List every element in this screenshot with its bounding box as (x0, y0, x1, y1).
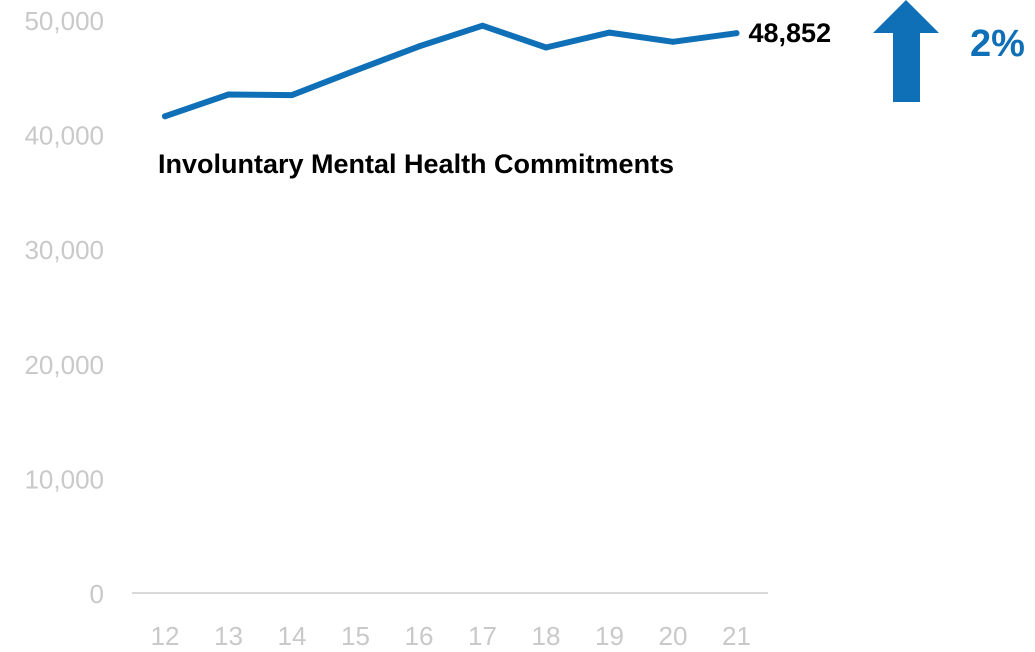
x-tick-label: 16 (405, 621, 434, 651)
y-tick-label: 0 (90, 579, 104, 609)
y-tick-label: 30,000 (24, 235, 104, 265)
x-tick-label: 19 (595, 621, 624, 651)
y-tick-label: 20,000 (24, 350, 104, 380)
x-tick-label: 18 (532, 621, 561, 651)
x-axis-ticks: 12 13 14 15 16 17 18 19 20 21 (151, 621, 751, 651)
x-tick-label: 20 (659, 621, 688, 651)
series-points (162, 22, 740, 120)
x-tick-label: 13 (214, 621, 243, 651)
y-tick-label: 10,000 (24, 464, 104, 494)
series-line (162, 22, 740, 120)
x-tick-label: 21 (722, 621, 751, 651)
data-point (416, 43, 422, 50)
chart-title: Involuntary Mental Health Commitments (158, 149, 674, 179)
last-value-label: 48,852 (749, 18, 832, 48)
x-tick-label: 15 (341, 621, 370, 651)
y-tick-label: 40,000 (24, 121, 104, 151)
data-point (225, 91, 232, 98)
x-tick-label: 17 (468, 621, 497, 651)
data-point (352, 67, 359, 74)
data-point (162, 113, 168, 120)
data-point (289, 92, 295, 99)
data-point (543, 44, 549, 51)
data-point (733, 30, 740, 37)
x-tick-label: 12 (151, 621, 180, 651)
y-tick-label: 50,000 (24, 6, 104, 36)
data-point (606, 29, 613, 36)
y-axis-ticks: 0 10,000 20,000 30,000 40,000 50,000 (24, 6, 104, 609)
data-point (670, 38, 676, 45)
change-percent-label: 2% (970, 23, 1025, 65)
x-tick-label: 14 (278, 621, 307, 651)
data-point (479, 22, 486, 29)
up-arrow-icon (873, 0, 939, 102)
